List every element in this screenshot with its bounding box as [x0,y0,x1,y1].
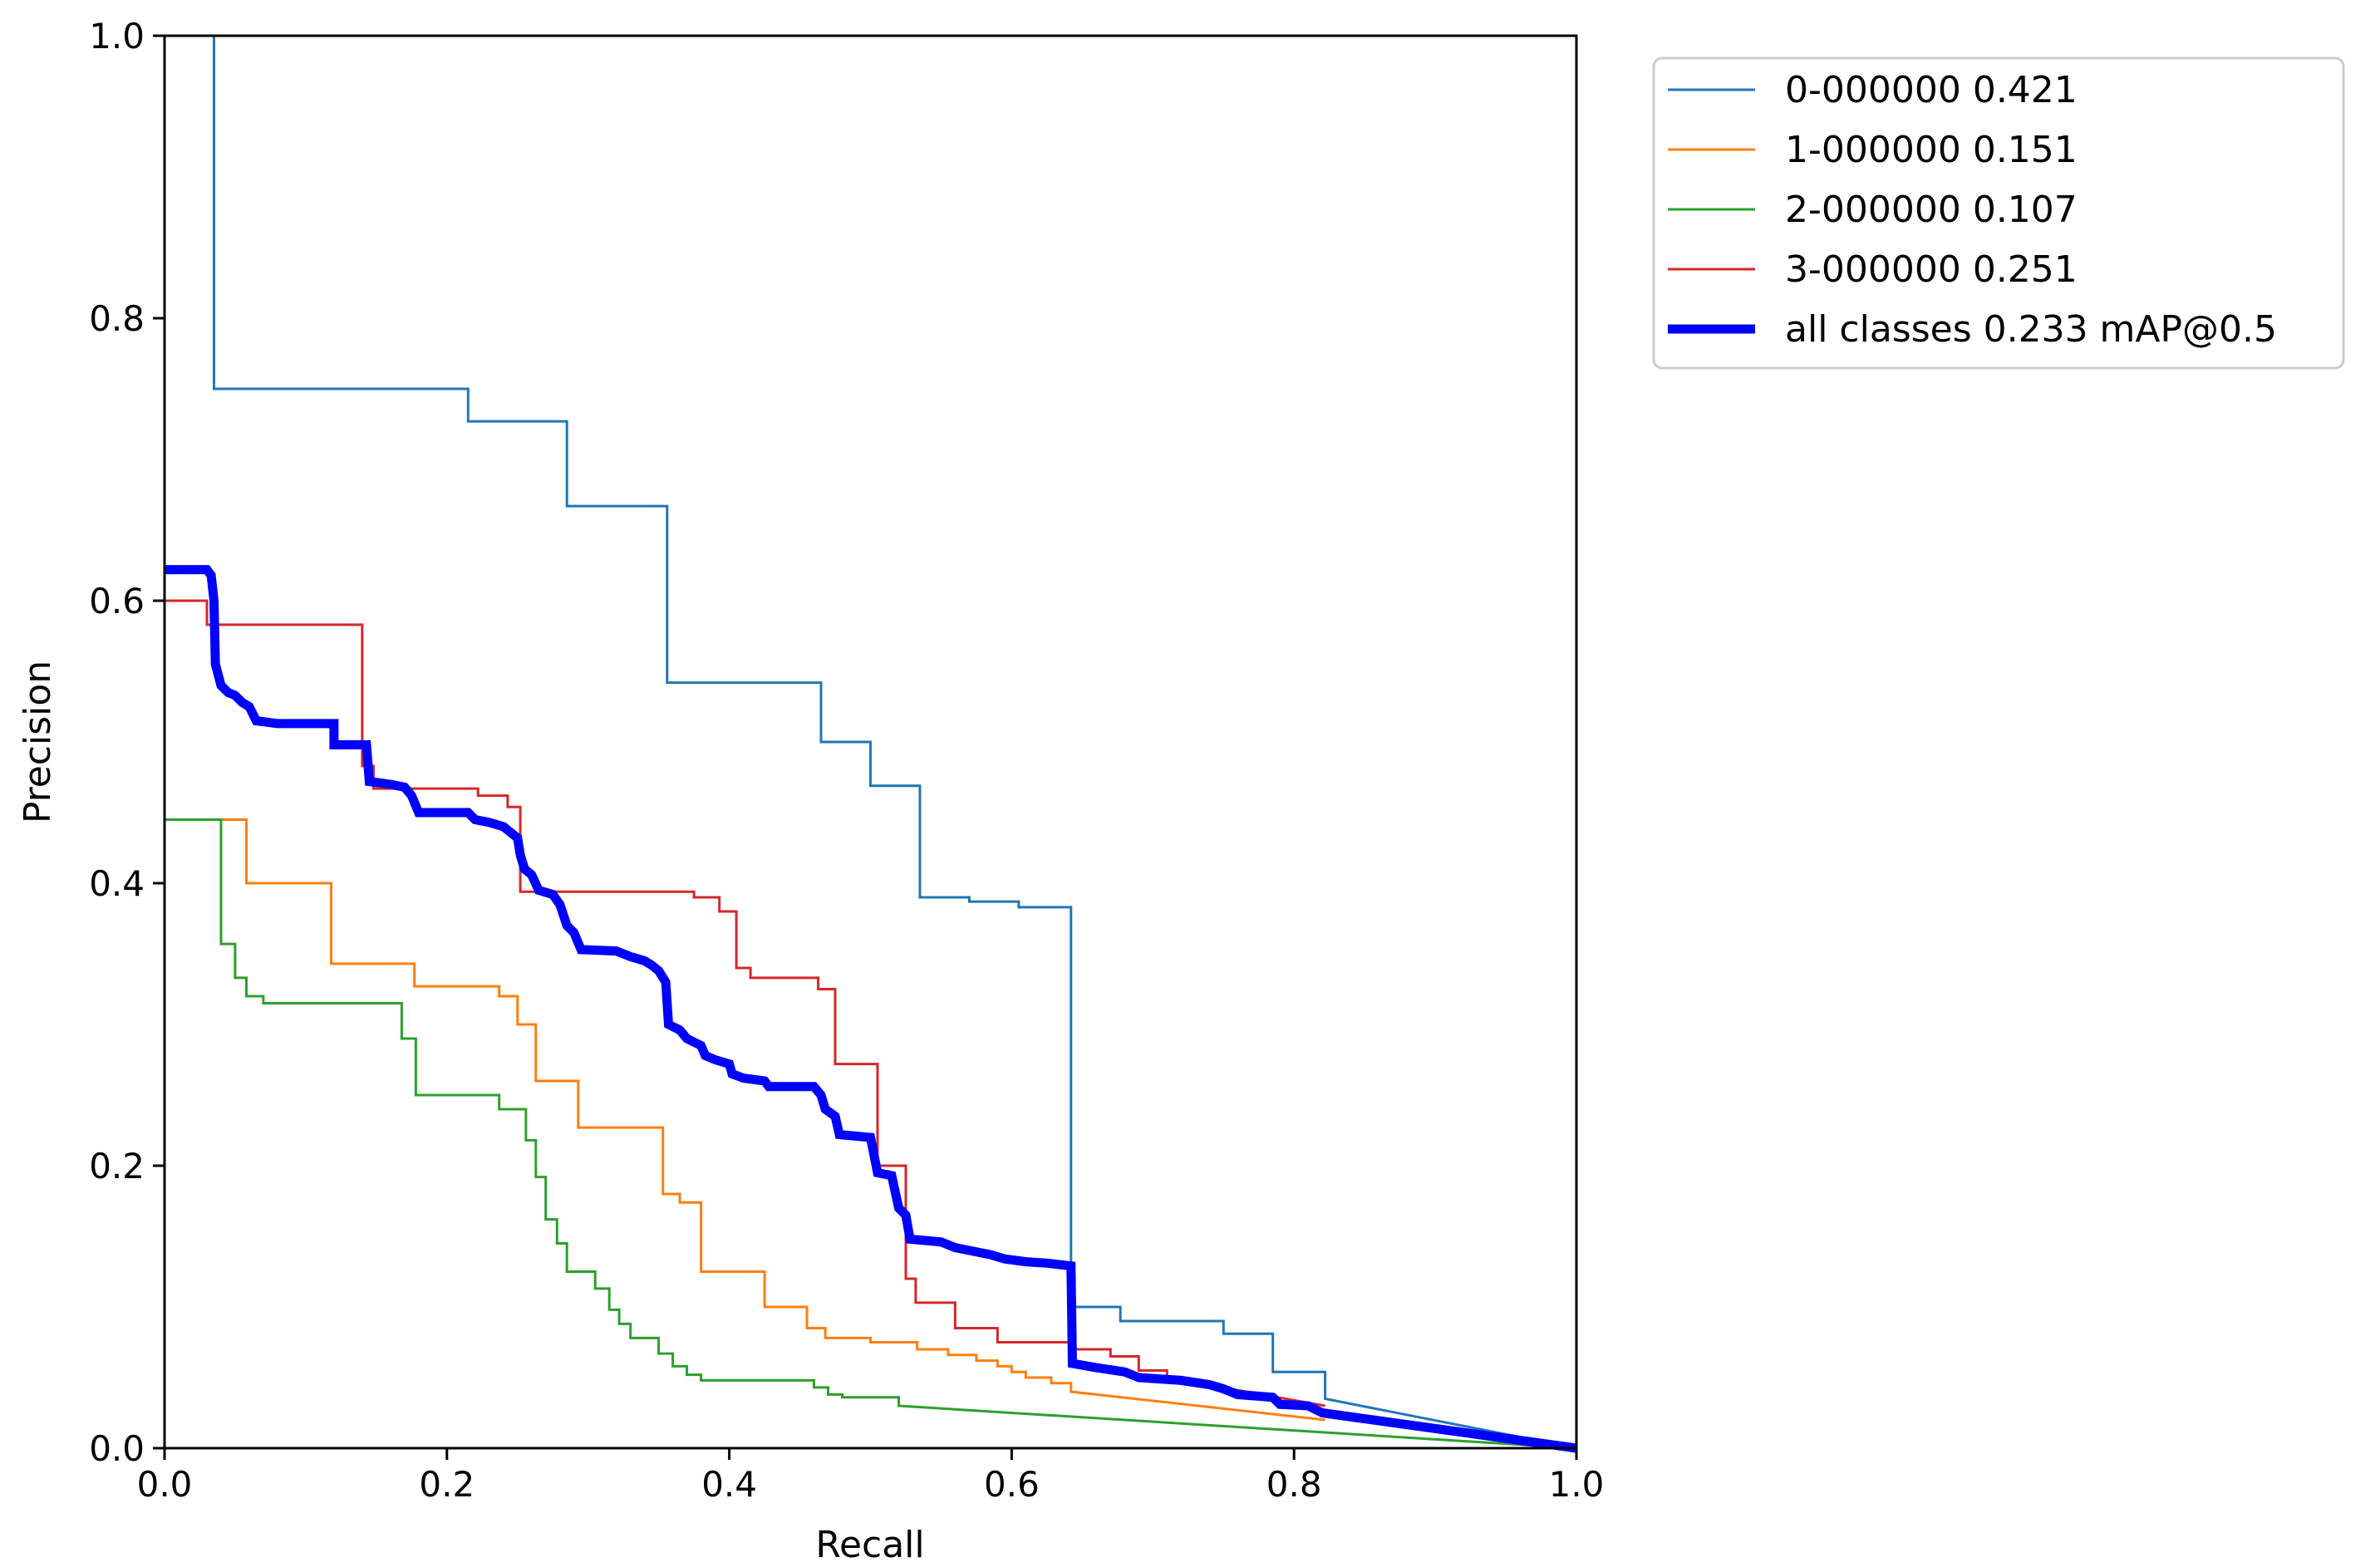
y-axis-label: Precision [17,661,59,823]
x-tick-label: 0.4 [701,1464,757,1505]
series-layer [165,36,1577,1453]
x-tick-label: 0.2 [419,1464,475,1505]
series-line-1 [165,818,1325,1422]
y-tick-label: 0.6 [89,581,145,621]
series-line-4 [165,565,1577,1453]
x-tick-label: 0.0 [137,1464,193,1505]
legend-label-3: 3-000000 0.251 [1785,248,2078,291]
x-axis-label: Recall [815,1524,924,1566]
y-tick-label: 0.2 [89,1146,145,1186]
legend: 0-000000 0.421 1-000000 0.151 2-000000 0.1… [1652,56,2345,370]
legend-label-2: 2-000000 0.107 [1785,189,2078,231]
y-tick-label: 0.0 [89,1428,145,1469]
legend-label-1: 1-000000 0.151 [1785,129,2078,171]
x-tick-label: 1.0 [1549,1464,1605,1505]
x-tick-label: 0.6 [984,1464,1040,1505]
plot-frame [163,34,1578,1450]
legend-label-0: 0-000000 0.421 [1785,69,2078,111]
y-tick-label: 0.8 [89,298,145,339]
series-line-0 [213,36,1577,1450]
tick-layer: 0.0 0.2 0.4 0.6 0.8 1.0 0.0 0.2 0.4 0.6 0.8 1.0 [89,16,1604,1505]
y-tick-label: 0.4 [89,863,145,904]
legend-label-4: all classes 0.233 mAP@0.5 [1785,308,2277,351]
legend-items: 0-000000 0.421 1-000000 0.151 2-000000 0.1… [1668,69,2277,351]
legend-box [1652,56,2345,370]
y-tick-label: 1.0 [89,16,145,56]
x-tick-label: 0.8 [1266,1464,1322,1505]
series-line-2 [165,818,1577,1450]
